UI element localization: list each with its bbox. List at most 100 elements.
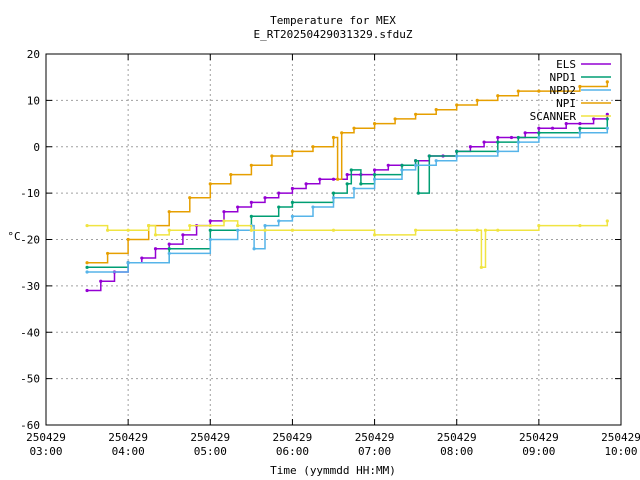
data-point-npd2	[208, 237, 212, 242]
data-point-npd2	[537, 135, 541, 140]
data-point-scanner	[479, 265, 483, 269]
data-point-npd1	[290, 200, 295, 204]
data-point-npd1	[331, 191, 336, 195]
data-point-scanner	[496, 228, 500, 232]
data-point-npi	[167, 210, 171, 214]
data-point-npi	[475, 98, 479, 102]
data-point-npi	[331, 135, 336, 140]
data-point-npd1	[605, 117, 609, 121]
data-point-els	[550, 126, 555, 130]
data-point-scanner	[483, 228, 488, 232]
x-tick-label-time: 04:00	[112, 445, 145, 458]
data-point-npd2	[578, 131, 582, 135]
data-point-els	[85, 288, 89, 293]
data-point-els	[331, 177, 336, 181]
data-point-els	[564, 121, 568, 126]
x-tick-label-date: 250429	[108, 431, 148, 444]
data-point-els	[153, 247, 158, 251]
data-point-scanner	[605, 219, 609, 223]
data-point-els	[482, 140, 486, 144]
data-point-scanner	[147, 223, 151, 228]
data-point-npi	[496, 94, 500, 98]
data-point-npd1	[516, 135, 520, 140]
data-point-els	[592, 117, 596, 121]
data-point-npd2	[496, 149, 500, 153]
x-tick-label-date: 250429	[519, 431, 559, 444]
data-point-npi	[537, 89, 541, 93]
data-point-scanner	[263, 228, 267, 232]
data-point-npd1	[345, 182, 349, 186]
data-point-scanner	[222, 219, 226, 223]
data-point-npd1	[416, 191, 420, 195]
chart-title: Temperature for MEX	[270, 14, 396, 27]
legend-label: NPI	[556, 97, 576, 110]
data-point-scanner	[208, 223, 212, 228]
data-point-npi	[340, 131, 344, 135]
y-tick-label: -60	[20, 419, 40, 432]
series-line-npd1	[87, 118, 609, 269]
data-point-els	[537, 126, 541, 130]
data-point-npd1	[496, 140, 500, 144]
data-point-npd1	[208, 228, 212, 232]
data-point-npi	[336, 177, 340, 181]
data-point-npi	[516, 89, 520, 93]
series-line-els	[87, 114, 609, 292]
data-point-scanner	[85, 223, 89, 228]
data-point-npd1	[414, 159, 418, 163]
data-point-npi	[414, 112, 418, 116]
x-tick-label-date: 250429	[26, 431, 66, 444]
y-tick-label: 0	[33, 141, 40, 154]
data-point-npd1	[455, 149, 459, 153]
data-point-npd2	[85, 270, 89, 274]
data-point-npd2	[277, 219, 281, 223]
data-point-npd1	[537, 131, 541, 135]
data-point-scanner	[414, 228, 418, 232]
data-point-scanner	[537, 223, 541, 228]
data-point-npd1	[400, 163, 404, 167]
data-point-npd2	[455, 154, 459, 158]
y-tick-label: -30	[20, 280, 40, 293]
y-tick-label: 20	[27, 48, 40, 61]
data-point-npi	[578, 84, 582, 89]
legend-label: NPD1	[550, 71, 577, 84]
data-point-npd2	[290, 214, 295, 218]
data-point-els	[222, 210, 226, 214]
chart-subtitle: E_RT20250429031329.sfduZ	[254, 28, 413, 41]
data-point-npd2	[352, 186, 356, 191]
data-point-npd1	[578, 126, 582, 130]
x-tick-label-date: 250429	[601, 431, 640, 444]
plot-frame	[45, 53, 622, 426]
y-axis-label: °C	[7, 230, 20, 243]
data-point-scanner	[249, 228, 253, 232]
data-point-npi	[229, 172, 233, 177]
data-point-npd1	[85, 265, 89, 269]
series-line-npd2	[87, 128, 609, 273]
data-point-npi	[126, 237, 130, 242]
data-point-npd2	[605, 126, 609, 130]
data-point-npd2	[414, 163, 418, 167]
data-point-scanner	[331, 228, 336, 232]
x-tick-label-date: 250429	[355, 431, 395, 444]
data-point-els	[167, 242, 171, 246]
x-tick-label-date: 250429	[273, 431, 313, 444]
data-point-npi	[208, 182, 212, 186]
data-point-npd1	[372, 172, 377, 177]
data-point-els	[290, 186, 295, 191]
data-point-npd2	[516, 140, 520, 144]
data-point-els	[277, 191, 281, 195]
x-tick-label-time: 05:00	[194, 445, 227, 458]
series-line-scanner	[87, 220, 609, 269]
data-point-scanner	[578, 223, 582, 228]
data-point-scanner	[372, 233, 377, 237]
data-point-npi	[372, 121, 377, 126]
data-point-npd2	[311, 205, 315, 209]
data-point-els	[249, 200, 253, 204]
y-tick-label: -10	[20, 187, 40, 200]
data-point-els	[304, 182, 308, 186]
data-point-npd2	[167, 251, 171, 256]
data-point-npi	[455, 103, 459, 107]
data-point-els	[208, 219, 212, 223]
data-point-els	[468, 145, 473, 149]
